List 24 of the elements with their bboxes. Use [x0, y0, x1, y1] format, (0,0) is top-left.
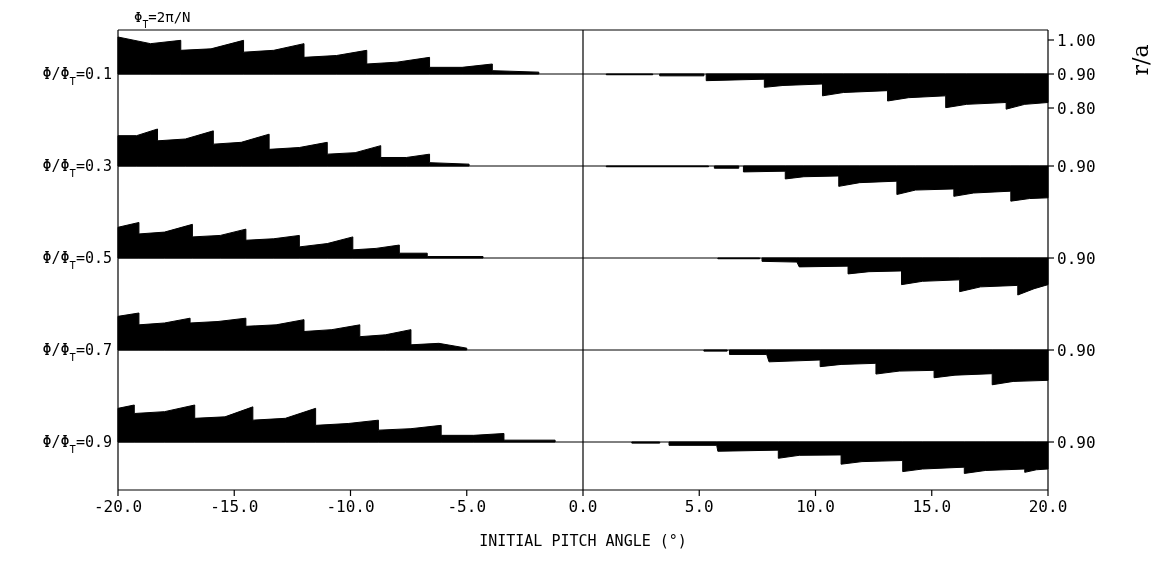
chart-title: Φ$_{T}$=2π/N: [134, 9, 191, 30]
x-tick-label: 10.0: [796, 497, 835, 516]
x-tick-label: -15.0: [210, 497, 259, 516]
x-tick-label: 15.0: [912, 497, 952, 516]
text: 0.90: [1057, 248, 1096, 268]
y-axis-title: Φ/Φ$_{T}$=0.9: [42, 433, 112, 456]
x-tick-label: -20.0: [93, 497, 143, 516]
text: 1.00: [1057, 30, 1096, 50]
x-tick-label: -10.0: [326, 497, 375, 516]
x-tick-label: 5.0: [684, 497, 714, 516]
x-tick-label: -5.0: [447, 497, 487, 516]
y-axis-title: Φ/Φ$_{T}$=0.7: [42, 341, 112, 364]
x-axis-title: INITIAL PITCH ANGLE (°): [479, 532, 687, 550]
y-axis-title: Φ/Φ$_{T}$=0.5: [42, 249, 112, 272]
y2-axis-title: r/a: [1128, 44, 1153, 76]
text: 0.90: [1057, 156, 1096, 176]
x-tick-label: 0.0: [568, 497, 598, 516]
text: 0.90: [1057, 432, 1096, 452]
x-tick-label: 20.0: [1028, 497, 1068, 516]
y-axis-title: Φ/Φ$_{T}$=0.1: [42, 65, 112, 88]
y-axis-title: Φ/Φ$_{T}$=0.3: [42, 157, 112, 180]
text: 0.80: [1057, 98, 1096, 118]
text: 0.90: [1057, 340, 1096, 360]
text: 0.90: [1057, 64, 1096, 84]
